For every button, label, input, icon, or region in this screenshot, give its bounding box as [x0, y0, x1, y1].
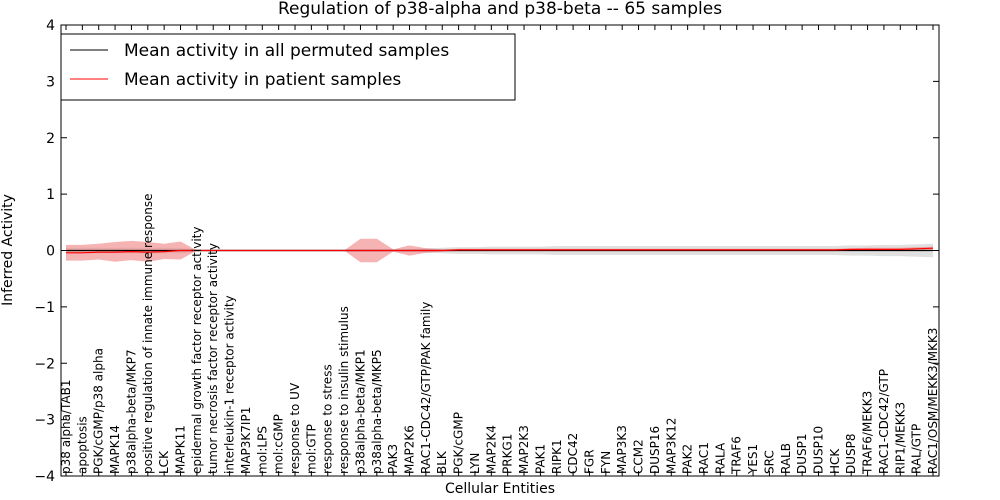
category-label: DUSP1 — [795, 433, 809, 474]
category-label: FYN — [599, 451, 613, 474]
category-label: MAPK11 — [174, 425, 188, 474]
category-label: CCM2 — [632, 439, 646, 474]
category-label: response to stress — [321, 364, 335, 474]
category-label: RAC1/OSM/MEKK3/MKK3 — [926, 328, 940, 474]
category-label: TRAF6 — [730, 436, 744, 475]
y-tick-label: 3 — [46, 74, 55, 90]
category-label: MAP2K4 — [484, 425, 498, 474]
category-label: DUSP10 — [811, 426, 825, 474]
series-lines — [66, 247, 934, 254]
category-label: YES1 — [746, 444, 760, 475]
category-label: LCK — [157, 450, 171, 474]
category-label: PAK1 — [533, 444, 547, 474]
category-label: response to UV — [288, 382, 302, 474]
category-label: PAK2 — [681, 444, 695, 474]
x-axis-ticks — [65, 25, 934, 476]
category-label: RALB — [779, 443, 793, 474]
y-tick-label: 1 — [46, 187, 55, 203]
category-label: tumor necrosis factor receptor activity — [206, 243, 220, 474]
category-label: TRAF6/MEKK3 — [861, 391, 875, 475]
legend-box — [60, 33, 516, 101]
category-label: RAC1-CDC42/GTP — [877, 369, 891, 474]
category-label: epidermal growth factor receptor activit… — [190, 227, 204, 474]
y-axis-ticks: −4 −3 −2 −1 0 1 2 3 4 — [34, 18, 939, 485]
category-label: mol:LPS — [255, 426, 269, 474]
category-label: RAC1-CDC42/GTP/PAK family — [419, 302, 433, 474]
category-label: RIPK1 — [550, 439, 564, 474]
category-label: SRC — [762, 450, 776, 474]
chart-title: Regulation of p38-alpha and p38-beta -- … — [278, 0, 722, 19]
category-label: PGK/cGMP/p38 alpha — [92, 348, 106, 474]
category-label: PGK/cGMP — [452, 412, 466, 474]
category-label: MAP3K3 — [615, 425, 629, 474]
category-label: mol:cGMP — [272, 414, 286, 474]
category-label: HCK — [828, 448, 842, 474]
series-line-1 — [66, 247, 934, 254]
category-labels: p38 alpha/TAB1 apoptosis PGK/cGMP/p38 alph… — [59, 194, 940, 475]
category-label: BLK — [435, 450, 449, 474]
category-label: p38 alpha/TAB1 — [59, 380, 73, 474]
category-label: MAP3K7IP1 — [239, 407, 253, 474]
category-label: mol:GTP — [304, 424, 318, 474]
legend-label-permuted: Mean activity in all permuted samples — [124, 41, 449, 61]
category-label: FGR — [582, 449, 596, 474]
category-label: DUSP16 — [648, 426, 662, 474]
y-tick-label: 2 — [46, 131, 55, 147]
category-label: PAK3 — [386, 444, 400, 474]
legend: Mean activity in all permuted samples Me… — [60, 33, 516, 101]
category-label: PRKG1 — [501, 434, 515, 474]
category-label: RAL/GTP — [910, 424, 924, 474]
category-label: LYN — [468, 453, 482, 474]
y-tick-label: 0 — [46, 244, 55, 260]
category-label: p38alpha-beta/MKP1 — [353, 349, 367, 474]
y-tick-label: −3 — [34, 413, 55, 429]
category-label: DUSP8 — [844, 433, 858, 474]
category-label: RALA — [713, 442, 727, 474]
category-label: RIP1/MEKK3 — [893, 402, 907, 474]
x-axis-label: Cellular Entities — [445, 481, 555, 497]
y-tick-label: −1 — [34, 300, 55, 316]
y-tick-label: −4 — [34, 469, 55, 485]
category-label: interleukin-1 receptor activity — [223, 295, 237, 474]
y-tick-label: −2 — [34, 356, 55, 372]
category-label: response to insulin stimulus — [337, 306, 351, 474]
category-label: apoptosis — [75, 416, 89, 474]
category-label: RAC1 — [697, 442, 711, 474]
category-label: CDC42 — [566, 433, 580, 474]
category-label: MAP2K6 — [403, 425, 417, 474]
category-label: p38alpha-beta/MKP7 — [124, 349, 138, 474]
category-label: MAP2K3 — [517, 425, 531, 474]
category-label: p38alpha-beta/MKP5 — [370, 349, 384, 474]
category-label: MAP3K12 — [664, 417, 678, 474]
y-tick-label: 4 — [46, 18, 55, 34]
legend-label-patient: Mean activity in patient samples — [124, 70, 401, 90]
category-label: MAPK14 — [108, 425, 122, 474]
y-axis-label: Inferred Activity — [0, 194, 16, 306]
category-label: positive regulation of innate immune res… — [141, 194, 155, 474]
